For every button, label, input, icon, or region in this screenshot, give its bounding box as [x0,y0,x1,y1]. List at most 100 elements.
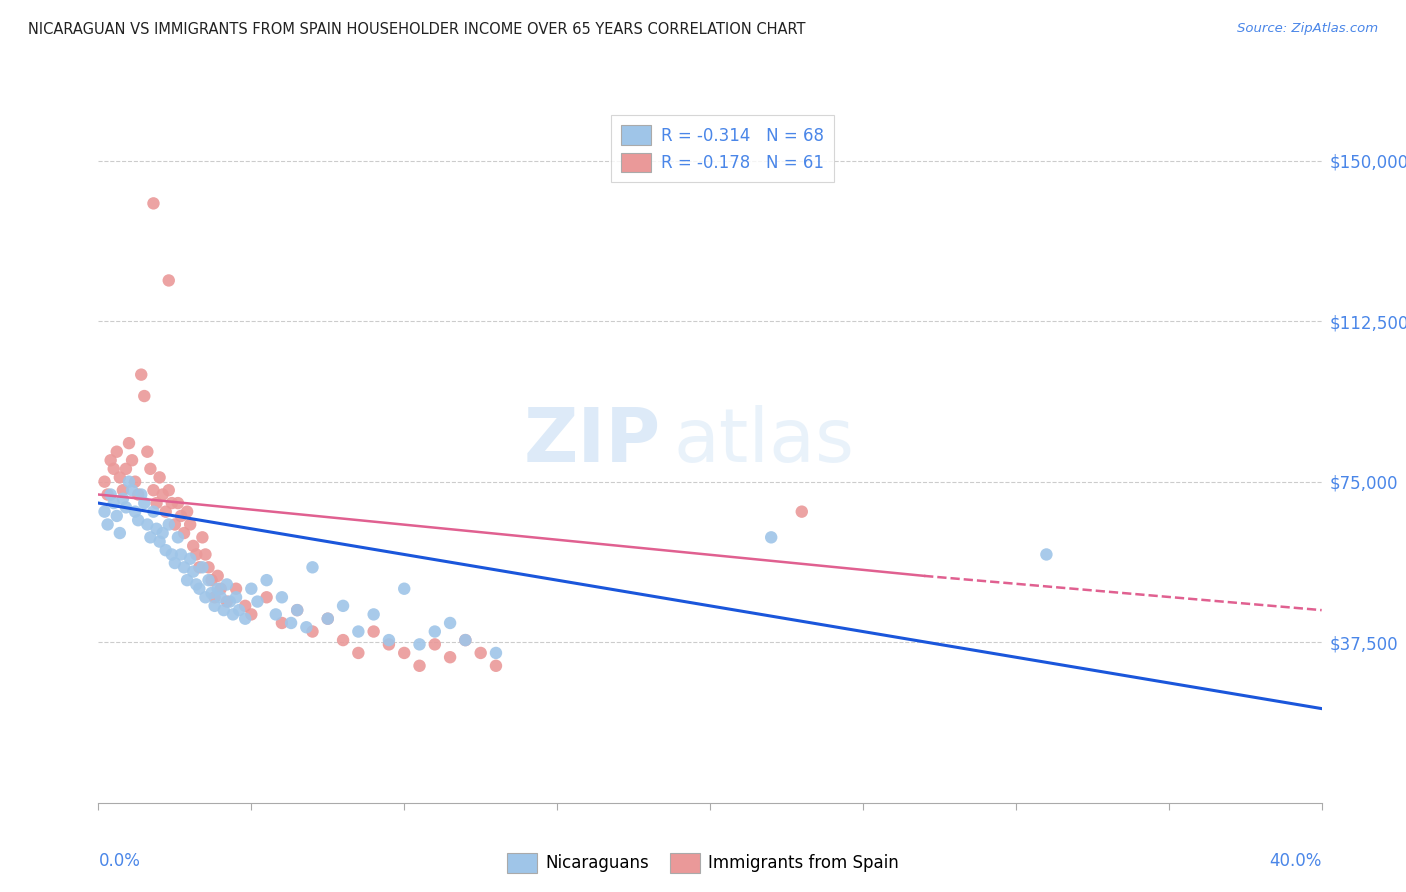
Point [485,658,508,673]
Point [207,569,229,583]
Text: ZIP: ZIP [524,404,661,477]
Point [439,615,461,630]
Point [139,530,162,544]
Point [332,633,354,648]
Point [186,548,208,562]
Point [115,500,138,515]
Point [408,637,430,651]
Point [197,573,219,587]
Point [93,505,115,519]
Point [332,599,354,613]
Point [204,599,226,613]
Point [316,612,339,626]
Text: NICARAGUAN VS IMMIGRANTS FROM SPAIN HOUSEHOLDER INCOME OVER 65 YEARS CORRELATION: NICARAGUAN VS IMMIGRANTS FROM SPAIN HOUS… [28,22,806,37]
Point [228,603,250,617]
Point [285,603,308,617]
Point [100,453,122,467]
Point [470,646,492,660]
Point [215,577,238,591]
Point [157,273,180,287]
Point [215,594,238,608]
Point [155,543,177,558]
Point [176,505,198,519]
Point [115,462,138,476]
Point [209,582,232,596]
Point [1035,548,1057,562]
Point [155,505,177,519]
Point [225,591,247,605]
Point [93,475,115,489]
Point [124,475,146,489]
Point [163,556,186,570]
Point [191,560,214,574]
Point [188,560,211,574]
Point [136,517,159,532]
Point [181,539,204,553]
Point [347,624,370,639]
Point [256,591,278,605]
Point [173,526,195,541]
Text: atlas: atlas [673,404,855,477]
Point [121,483,143,498]
Point [111,491,134,506]
Point [129,368,152,382]
Point [170,508,193,523]
Point [347,646,370,660]
Point [142,505,165,519]
Point [173,560,195,574]
Point [363,607,385,622]
Point [219,594,242,608]
Point [97,487,120,501]
Legend: Nicaraguans, Immigrants from Spain: Nicaraguans, Immigrants from Spain [501,847,905,880]
Point [139,462,162,476]
Point [222,607,245,622]
Legend: R = -0.314   N = 68, R = -0.178   N = 61: R = -0.314 N = 68, R = -0.178 N = 61 [610,115,834,182]
Point [790,505,813,519]
Point [167,530,190,544]
Point [301,624,323,639]
Point [270,591,292,605]
Point [233,612,256,626]
Point [454,633,477,648]
Point [127,513,149,527]
Point [145,496,167,510]
Point [108,526,131,541]
Point [439,650,461,665]
Point [105,444,128,458]
Point [100,487,122,501]
Point [392,582,416,596]
Point [186,577,208,591]
Point [209,591,232,605]
Point [200,573,222,587]
Point [392,646,416,660]
Point [134,496,156,510]
Point [246,594,269,608]
Point [111,483,134,498]
Point [408,658,430,673]
Point [152,487,174,501]
Point [136,444,159,458]
Point [423,624,446,639]
Point [194,548,217,562]
Point [176,573,198,587]
Point [157,483,180,498]
Point [127,487,149,501]
Point [179,517,201,532]
Point [295,620,318,634]
Point [378,633,401,648]
Point [121,453,143,467]
Point [134,389,156,403]
Point [145,522,167,536]
Point [233,599,256,613]
Text: 0.0%: 0.0% [98,852,141,870]
Point [485,646,508,660]
Point [204,591,226,605]
Point [240,582,263,596]
Point [152,526,174,541]
Point [188,582,211,596]
Point [105,508,128,523]
Point [167,496,190,510]
Point [179,551,201,566]
Point [163,517,186,532]
Point [454,633,477,648]
